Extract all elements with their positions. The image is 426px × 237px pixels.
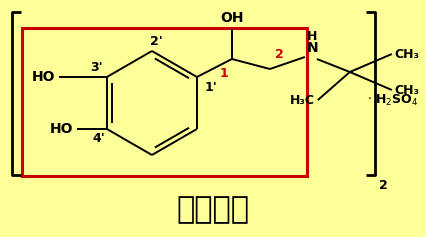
- Text: 2': 2': [150, 35, 162, 48]
- Text: H: H: [306, 30, 317, 43]
- Text: 1': 1': [204, 81, 217, 94]
- Text: N: N: [306, 41, 318, 55]
- Text: $\cdot$ H$_2$SO$_4$: $\cdot$ H$_2$SO$_4$: [366, 92, 417, 108]
- Text: OH: OH: [220, 11, 243, 25]
- Text: CH₃: CH₃: [394, 47, 419, 60]
- Text: 沙丁胺醇: 沙丁胺醇: [176, 196, 249, 224]
- Text: CH₃: CH₃: [394, 83, 419, 96]
- Text: HO: HO: [32, 70, 55, 84]
- Text: 4': 4': [92, 132, 105, 145]
- Text: 2: 2: [378, 179, 387, 192]
- Text: HO: HO: [49, 122, 73, 136]
- Text: H₃C: H₃C: [289, 94, 314, 106]
- Text: 3': 3': [90, 61, 103, 74]
- Bar: [22, 28, 306, 176]
- Text: 2: 2: [274, 48, 283, 61]
- Text: 1: 1: [219, 67, 228, 80]
